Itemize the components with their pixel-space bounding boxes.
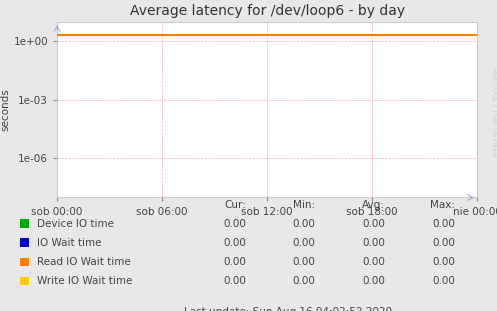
Text: 0.00: 0.00	[432, 219, 455, 229]
Text: 0.00: 0.00	[293, 238, 316, 248]
Text: 0.00: 0.00	[293, 257, 316, 267]
Text: Write IO Wait time: Write IO Wait time	[37, 276, 133, 286]
Text: Cur:: Cur:	[224, 200, 246, 210]
Text: 0.00: 0.00	[432, 276, 455, 286]
Title: Average latency for /dev/loop6 - by day: Average latency for /dev/loop6 - by day	[130, 4, 405, 18]
Text: 0.00: 0.00	[362, 238, 385, 248]
Text: Avg:: Avg:	[362, 200, 385, 210]
Text: RRDTOOL / TOBI OETIKER: RRDTOOL / TOBI OETIKER	[491, 67, 497, 156]
Text: 0.00: 0.00	[223, 257, 246, 267]
Text: 0.00: 0.00	[432, 257, 455, 267]
Text: 0.00: 0.00	[432, 238, 455, 248]
Text: IO Wait time: IO Wait time	[37, 238, 102, 248]
Text: 0.00: 0.00	[293, 219, 316, 229]
Text: Last update: Sun Aug 16 04:02:52 2020: Last update: Sun Aug 16 04:02:52 2020	[184, 307, 392, 311]
Text: 0.00: 0.00	[362, 219, 385, 229]
Text: Min:: Min:	[293, 200, 316, 210]
Text: 0.00: 0.00	[362, 257, 385, 267]
Text: 0.00: 0.00	[223, 219, 246, 229]
Text: Device IO time: Device IO time	[37, 219, 114, 229]
Text: 0.00: 0.00	[223, 276, 246, 286]
Text: Max:: Max:	[430, 200, 455, 210]
Text: 0.00: 0.00	[362, 276, 385, 286]
Y-axis label: seconds: seconds	[0, 88, 11, 131]
Text: 0.00: 0.00	[293, 276, 316, 286]
Text: Read IO Wait time: Read IO Wait time	[37, 257, 131, 267]
Text: 0.00: 0.00	[223, 238, 246, 248]
